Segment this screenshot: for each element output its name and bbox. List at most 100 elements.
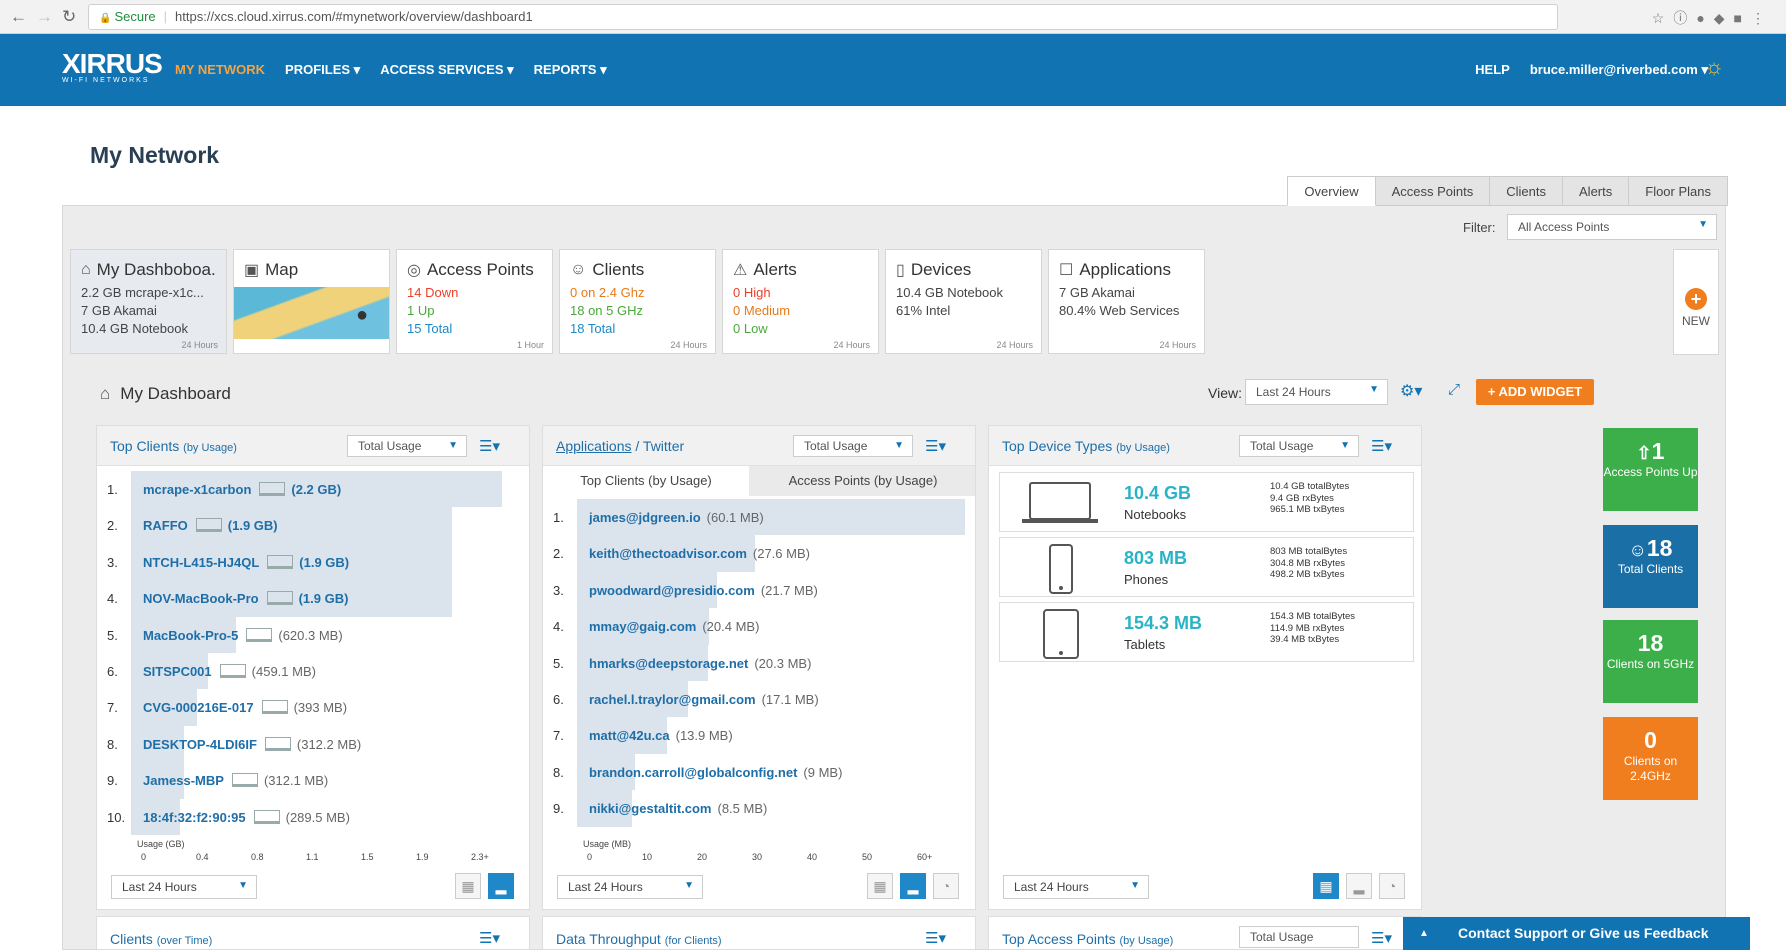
client-name-link[interactable]: DESKTOP-4LDI6IF: [143, 736, 257, 752]
help-link[interactable]: HELP: [1475, 62, 1510, 77]
extension-icons[interactable]: ☆ⓘ●◆■⋮: [1651, 10, 1774, 26]
usage-select[interactable]: Total Usage ▼: [347, 435, 467, 457]
list-item[interactable]: 4. mmay@gaig.com (20.4 MB): [553, 608, 965, 645]
card-applications[interactable]: ☐ Applications 7 GB Akamai 80.4% Web Serv…: [1048, 249, 1205, 354]
client-name-link[interactable]: MacBook-Pro-5: [143, 627, 239, 643]
tile-total-clients[interactable]: ☺18 Total Clients: [1603, 525, 1698, 608]
table-view-icon[interactable]: ▦: [1313, 873, 1339, 899]
menu-icon[interactable]: ☰▾: [1371, 930, 1392, 947]
list-item[interactable]: 6. rachel.l.traylor@gmail.com (17.1 MB): [553, 680, 965, 718]
nav-access-services[interactable]: ACCESS SERVICES ▾: [380, 62, 514, 77]
list-item[interactable]: 3. NTCH-L415-HJ4QL (1.9 GB): [107, 543, 519, 581]
list-item[interactable]: 6. SITSPC001 (459.1 MB): [107, 652, 519, 690]
client-name-link[interactable]: matt@42u.ca: [589, 728, 670, 744]
list-item[interactable]: 9. nikki@gestaltit.com (8.5 MB): [553, 790, 965, 827]
card-my-dashboard[interactable]: ⌂ My Dashboboa... 2.2 GB mcrape-x1c... 7 …: [70, 249, 227, 354]
time-range-select[interactable]: Last 24 Hours ▼: [557, 875, 703, 899]
view-select[interactable]: Last 24 Hours ▼: [1245, 379, 1388, 405]
xirrus-logo[interactable]: XIRRUS WI-FI NETWORKS: [62, 48, 163, 84]
client-name-link[interactable]: 18:4f:32:f2:90:95: [143, 809, 246, 825]
time-range-select[interactable]: Last 24 Hours ▼: [111, 875, 257, 899]
client-name-link[interactable]: pwoodward@presidio.com: [589, 582, 755, 598]
list-item[interactable]: 2. keith@thectoadvisor.com (27.6 MB): [553, 535, 965, 572]
device-row-notebooks[interactable]: 10.4 GB Notebooks 10.4 GB totalBytes 9.4 …: [999, 472, 1414, 532]
list-item[interactable]: 9. Jamess-MBP (312.1 MB): [107, 762, 519, 799]
tab-floor-plans[interactable]: Floor Plans: [1629, 176, 1728, 206]
bar-chart-icon[interactable]: ▂: [488, 873, 514, 899]
menu-icon[interactable]: ☰▾: [925, 438, 946, 455]
reload-icon[interactable]: ↻: [62, 7, 77, 26]
pie-chart-icon[interactable]: ◔: [1379, 873, 1405, 899]
address-bar[interactable]: Secure|https://xcs.cloud.xirrus.com/#myn…: [88, 4, 1558, 30]
bar-chart-icon[interactable]: ▂: [900, 873, 926, 899]
tab-overview[interactable]: Overview: [1287, 176, 1376, 206]
lightbulb-icon[interactable]: ☼: [1704, 54, 1725, 79]
client-name-link[interactable]: NOV-MacBook-Pro: [143, 591, 259, 607]
client-name-link[interactable]: mcrape-x1carbon: [143, 482, 252, 497]
client-name-link[interactable]: mmay@gaig.com: [589, 619, 697, 635]
user-menu[interactable]: bruce.miller@riverbed.com ▾: [1529, 62, 1708, 77]
list-item[interactable]: 8. brandon.carroll@globalconfig.net (9 MB): [553, 753, 965, 791]
usage-select[interactable]: Total Usage: [1239, 926, 1359, 948]
tile-access-points-up[interactable]: ⇧1 Access Points Up: [1603, 428, 1698, 511]
time-range-select[interactable]: Last 24 Hours ▼: [1003, 875, 1149, 899]
usage-select[interactable]: Total Usage ▼: [1239, 435, 1359, 457]
menu-icon[interactable]: ☰▾: [479, 930, 500, 947]
list-item[interactable]: 7. matt@42u.ca (13.9 MB): [553, 717, 965, 754]
client-name-link[interactable]: keith@thectoadvisor.com: [589, 546, 747, 562]
nav-my-network[interactable]: MY NETWORK: [175, 62, 266, 77]
expand-icon[interactable]: ⤢: [1448, 381, 1461, 398]
table-view-icon[interactable]: ▦: [455, 873, 481, 899]
add-widget-button[interactable]: + ADD WIDGET: [1476, 379, 1594, 405]
list-item[interactable]: 10. 18:4f:32:f2:90:95 (289.5 MB): [107, 798, 519, 835]
client-name-link[interactable]: SITSPC001: [143, 663, 212, 679]
nav-reports[interactable]: REPORTS ▾: [533, 62, 607, 77]
list-item[interactable]: 4. NOV-MacBook-Pro (1.9 GB): [107, 580, 519, 617]
client-name-link[interactable]: NTCH-L415-HJ4QL: [143, 554, 260, 570]
gear-icon[interactable]: ⚙▾: [1400, 383, 1423, 400]
tile-clients-5ghz[interactable]: 18 Clients on 5GHz: [1603, 620, 1698, 703]
client-name-link[interactable]: Jamess-MBP: [143, 773, 224, 789]
tab-access-points[interactable]: Access Points: [1375, 176, 1491, 206]
client-name-link[interactable]: hmarks@deepstorage.net: [589, 655, 749, 671]
device-row-tablets[interactable]: 154.3 MB Tablets 154.3 MB totalBytes 114.…: [999, 602, 1414, 662]
usage-select[interactable]: Total Usage ▼: [793, 435, 913, 457]
card-clients[interactable]: ☺ Clients 0 on 2.4 Ghz 18 on 5 GHz 18 Tot…: [559, 249, 716, 354]
client-name-link[interactable]: rachel.l.traylor@gmail.com: [589, 691, 756, 707]
list-item[interactable]: 2. RAFFO (1.9 GB): [107, 507, 519, 544]
tab-alerts[interactable]: Alerts: [1563, 176, 1630, 206]
applications-link[interactable]: Applications: [556, 438, 632, 454]
card-devices[interactable]: ▯ Devices 10.4 GB Notebook 61% Intel 24 H…: [885, 249, 1042, 354]
card-map[interactable]: ▣ Map ●: [233, 249, 390, 354]
list-item[interactable]: 1. james@jdgreen.io (60.1 MB): [553, 499, 965, 536]
device-row-phones[interactable]: 803 MB Phones 803 MB totalBytes 304.8 MB …: [999, 537, 1414, 597]
tab-clients[interactable]: Clients: [1490, 176, 1564, 206]
table-view-icon[interactable]: ▦: [867, 873, 893, 899]
nav-profiles[interactable]: PROFILES ▾: [285, 62, 361, 77]
list-item[interactable]: 5. MacBook-Pro-5 (620.3 MB): [107, 616, 519, 653]
feedback-bar[interactable]: ▲ Contact Support or Give us Feedback: [1403, 917, 1750, 950]
list-item[interactable]: 8. DESKTOP-4LDI6IF (312.2 MB): [107, 725, 519, 763]
client-name-link[interactable]: RAFFO: [143, 518, 188, 534]
list-item[interactable]: 3. pwoodward@presidio.com (21.7 MB): [553, 571, 965, 609]
list-item[interactable]: 1. mcrape-x1carbon (2.2 GB): [107, 471, 519, 508]
subtab-access-points[interactable]: Access Points (by Usage): [788, 473, 938, 488]
card-access-points[interactable]: ◎ Access Points 14 Down 1 Up 15 Total 1 H…: [396, 249, 553, 354]
forward-icon[interactable]: →: [36, 7, 53, 26]
new-card-button[interactable]: + NEW: [1673, 249, 1719, 355]
filter-select[interactable]: All Access Points ▼: [1507, 214, 1717, 240]
pie-chart-icon[interactable]: ◔: [933, 873, 959, 899]
card-alerts[interactable]: ⚠ Alerts 0 High 0 Medium 0 Low 24 Hours: [722, 249, 879, 354]
menu-icon[interactable]: ☰▾: [925, 930, 946, 947]
client-name-link[interactable]: brandon.carroll@globalconfig.net: [589, 764, 798, 780]
client-name-link[interactable]: nikki@gestaltit.com: [589, 801, 712, 817]
tile-clients-24ghz[interactable]: 0 Clients on 2.4GHz: [1603, 717, 1698, 800]
client-name-link[interactable]: james@jdgreen.io: [589, 510, 701, 525]
menu-icon[interactable]: ☰▾: [479, 438, 500, 455]
list-item[interactable]: 5. hmarks@deepstorage.net (20.3 MB): [553, 644, 965, 681]
list-item[interactable]: 7. CVG-000216E-017 (393 MB): [107, 689, 519, 726]
client-name-link[interactable]: CVG-000216E-017: [143, 700, 254, 716]
menu-icon[interactable]: ☰▾: [1371, 438, 1392, 455]
back-icon[interactable]: ←: [10, 7, 27, 26]
bar-chart-icon[interactable]: ▂: [1346, 873, 1372, 899]
